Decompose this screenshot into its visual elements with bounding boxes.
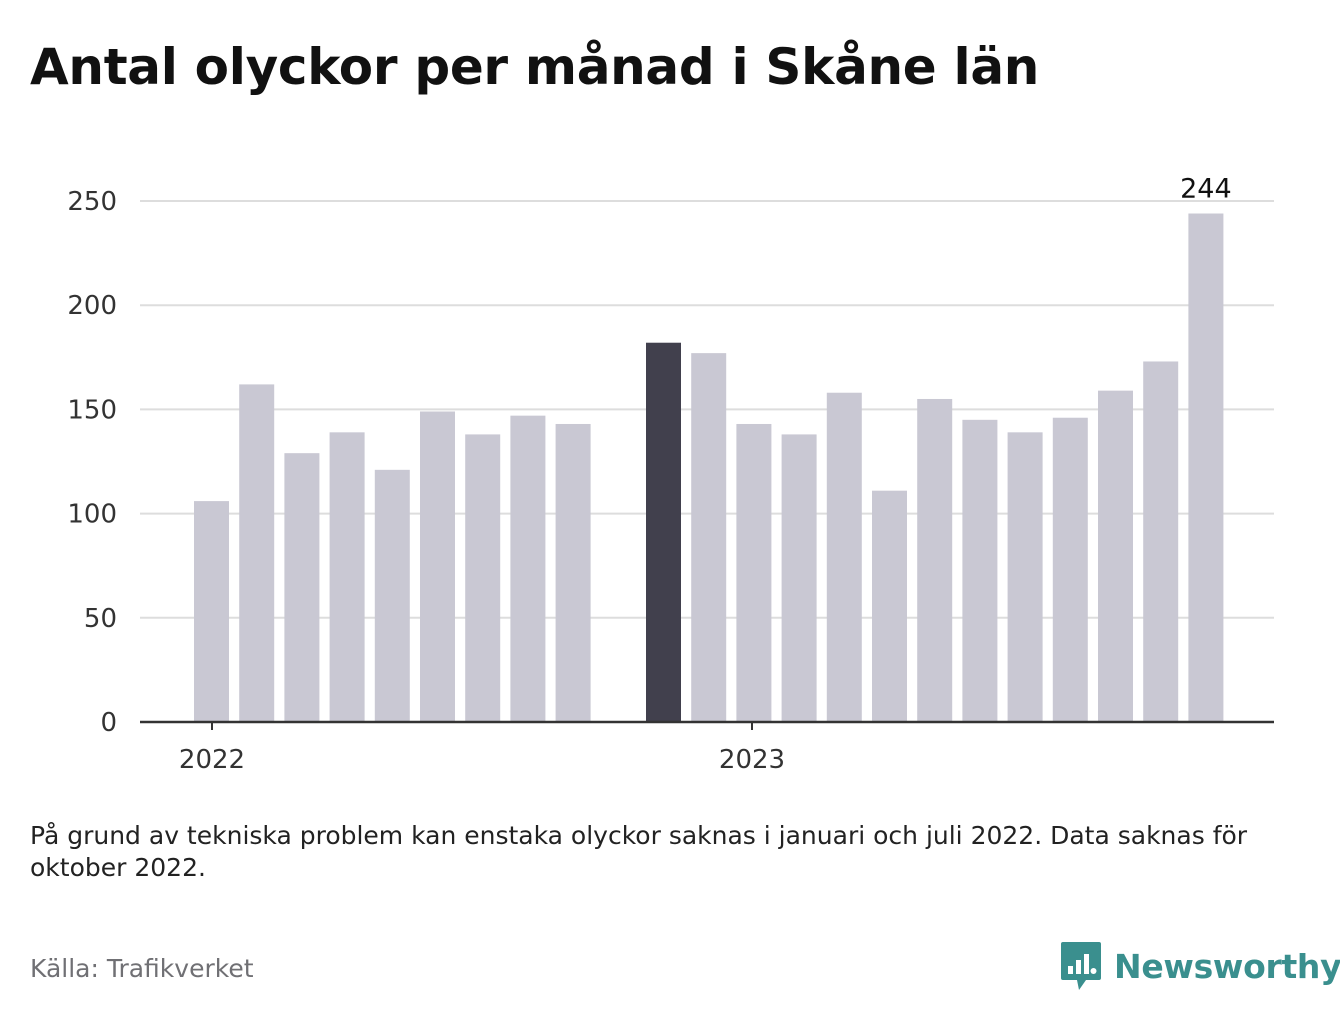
bar-chart: 0 50 100 150 200 250 2022 2023 244 bbox=[67, 174, 1274, 775]
bar-2022-07 bbox=[465, 434, 501, 722]
bar-2022-09 bbox=[555, 423, 591, 722]
bar-2022-11 bbox=[646, 342, 681, 722]
bar-2023-06 bbox=[962, 419, 998, 722]
bars bbox=[194, 213, 1224, 722]
bar-2023-04 bbox=[872, 490, 907, 722]
bar-2023-07 bbox=[1007, 432, 1043, 722]
y-tick-label: 50 bbox=[84, 604, 117, 634]
y-tick-label: 250 bbox=[67, 187, 117, 217]
data-label-latest: 244 bbox=[1180, 174, 1232, 205]
brand-logo: Newsworthy bbox=[1060, 940, 1340, 992]
y-tick-label: 100 bbox=[67, 500, 117, 530]
x-tick-label: 2022 bbox=[179, 745, 245, 775]
bar-2023-03 bbox=[826, 392, 862, 722]
bar-2022-06 bbox=[420, 411, 455, 722]
bar-2023-01 bbox=[736, 423, 772, 722]
chart-title: Antal olyckor per månad i Skåne län bbox=[30, 38, 1040, 96]
x-tick-label: 2023 bbox=[719, 745, 785, 775]
bar-2022-12 bbox=[691, 353, 727, 722]
bar-2023-09 bbox=[1098, 390, 1133, 722]
data-labels: 244 bbox=[1180, 174, 1232, 205]
bar-2022-05 bbox=[374, 469, 410, 722]
bar-2023-11 bbox=[1188, 213, 1224, 722]
y-tick-label: 0 bbox=[100, 708, 117, 738]
bar-2022-04 bbox=[329, 432, 365, 722]
bar-2023-08 bbox=[1052, 417, 1088, 722]
y-axis-ticks: 0 50 100 150 200 250 bbox=[67, 187, 117, 738]
bar-2023-02 bbox=[781, 434, 817, 722]
bar-2022-01 bbox=[194, 501, 229, 722]
bar-2023-05 bbox=[917, 398, 953, 722]
bar-2022-08 bbox=[510, 415, 546, 722]
newsworthy-logo-icon bbox=[1061, 942, 1101, 990]
brand-name: Newsworthy bbox=[1114, 946, 1340, 986]
source-label: Källa: Trafikverket bbox=[30, 954, 254, 983]
x-axis: 2022 2023 bbox=[140, 720, 1274, 775]
bar-2023-10 bbox=[1143, 361, 1179, 722]
bar-2022-02 bbox=[239, 384, 275, 722]
y-tick-label: 150 bbox=[67, 395, 117, 425]
y-tick-label: 200 bbox=[67, 291, 117, 321]
footnote: På grund av tekniska problem kan enstaka… bbox=[30, 821, 1248, 882]
bar-2022-03 bbox=[284, 453, 320, 722]
